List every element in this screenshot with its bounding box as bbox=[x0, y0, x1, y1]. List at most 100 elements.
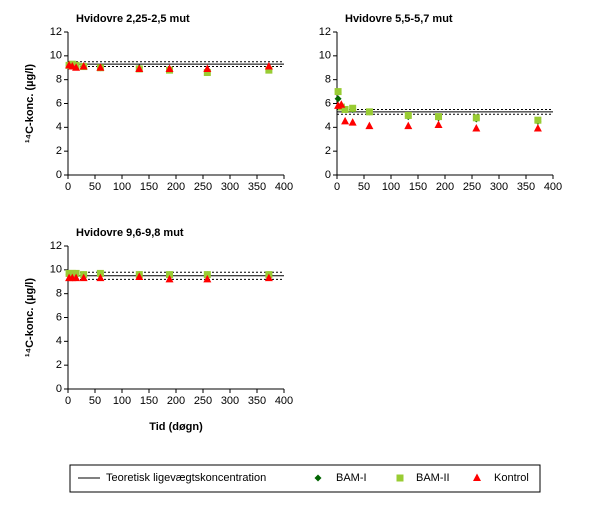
x-tick-label: 0 bbox=[65, 181, 71, 193]
marker-square bbox=[265, 66, 273, 74]
marker-triangle bbox=[72, 273, 81, 282]
marker-triangle bbox=[165, 64, 174, 72]
y-tick-label: 10 bbox=[50, 264, 62, 276]
legend-label: BAM-I bbox=[336, 472, 367, 484]
y-tick-label: 12 bbox=[50, 26, 62, 38]
x-tick-label: 50 bbox=[89, 395, 101, 407]
y-tick-label: 8 bbox=[325, 74, 331, 86]
y-axis-label: ¹⁴C-konc. (µg/l) bbox=[24, 278, 36, 357]
x-tick-label: 400 bbox=[275, 181, 293, 193]
marker-triangle bbox=[96, 273, 105, 282]
marker-diamond bbox=[314, 474, 322, 482]
marker-square bbox=[203, 271, 211, 279]
y-tick-label: 10 bbox=[50, 50, 62, 62]
y-tick-label: 12 bbox=[319, 26, 331, 38]
y-tick-label: 6 bbox=[325, 97, 331, 109]
marker-triangle bbox=[473, 473, 481, 481]
x-tick-label: 400 bbox=[544, 181, 562, 193]
marker-triangle bbox=[348, 118, 357, 126]
x-tick-label: 300 bbox=[490, 181, 508, 193]
y-tick-label: 0 bbox=[56, 169, 62, 181]
x-tick-label: 100 bbox=[113, 395, 131, 407]
y-tick-label: 0 bbox=[56, 383, 62, 395]
marker-triangle bbox=[135, 272, 144, 280]
marker-triangle bbox=[79, 273, 88, 282]
legend-label: Kontrol bbox=[494, 472, 529, 484]
x-tick-label: 200 bbox=[167, 395, 185, 407]
chart-title: Hvidovre 9,6-9,8 mut bbox=[76, 227, 184, 239]
x-tick-label: 50 bbox=[358, 181, 370, 193]
y-tick-label: 2 bbox=[56, 145, 62, 157]
marker-triangle bbox=[365, 121, 374, 130]
y-tick-label: 4 bbox=[325, 121, 331, 133]
y-tick-label: 6 bbox=[56, 97, 62, 109]
marker-square bbox=[166, 271, 174, 279]
x-tick-label: 400 bbox=[275, 395, 293, 407]
x-tick-label: 350 bbox=[517, 181, 535, 193]
marker-triangle bbox=[96, 63, 105, 71]
marker-square bbox=[96, 269, 104, 277]
marker-square bbox=[203, 69, 211, 77]
marker-triangle bbox=[337, 100, 346, 108]
marker-square bbox=[396, 474, 404, 482]
x-tick-label: 250 bbox=[194, 181, 212, 193]
y-tick-label: 12 bbox=[50, 240, 62, 252]
x-tick-label: 300 bbox=[221, 181, 239, 193]
marker-square bbox=[68, 269, 76, 277]
x-tick-label: 150 bbox=[140, 395, 158, 407]
x-tick-label: 200 bbox=[167, 181, 185, 193]
x-tick-label: 150 bbox=[409, 181, 427, 193]
marker-triangle bbox=[341, 116, 350, 125]
marker-triangle bbox=[203, 64, 212, 72]
marker-triangle bbox=[264, 273, 273, 282]
x-tick-label: 0 bbox=[334, 181, 340, 193]
x-tick-label: 100 bbox=[113, 181, 131, 193]
marker-square bbox=[349, 104, 357, 112]
chart-title: Hvidovre 5,5-5,7 mut bbox=[345, 13, 453, 25]
x-tick-label: 250 bbox=[194, 395, 212, 407]
marker-triangle bbox=[472, 124, 481, 132]
marker-square bbox=[404, 111, 412, 119]
x-tick-label: 150 bbox=[140, 181, 158, 193]
marker-triangle bbox=[533, 124, 542, 132]
marker-triangle bbox=[165, 274, 174, 283]
marker-square bbox=[334, 88, 342, 96]
x-tick-label: 0 bbox=[65, 395, 71, 407]
marker-square bbox=[365, 108, 373, 116]
y-tick-label: 2 bbox=[325, 145, 331, 157]
marker-triangle bbox=[72, 63, 81, 71]
x-tick-label: 350 bbox=[248, 181, 266, 193]
legend-label: BAM-II bbox=[416, 472, 450, 484]
marker-triangle bbox=[203, 274, 212, 283]
chart-title: Hvidovre 2,25-2,5 mut bbox=[76, 13, 190, 25]
x-tick-label: 300 bbox=[221, 395, 239, 407]
legend-box bbox=[69, 464, 541, 493]
marker-triangle bbox=[434, 120, 443, 128]
marker-square bbox=[341, 105, 349, 113]
x-tick-label: 50 bbox=[89, 181, 101, 193]
y-tick-label: 10 bbox=[319, 50, 331, 62]
x-tick-label: 200 bbox=[436, 181, 454, 193]
legend-label: Teoretisk ligevægtskoncentration bbox=[106, 472, 266, 484]
y-tick-label: 8 bbox=[56, 288, 62, 300]
y-axis-label: ¹⁴C-konc. (µg/l) bbox=[24, 64, 36, 143]
y-tick-label: 2 bbox=[56, 359, 62, 371]
x-tick-label: 100 bbox=[382, 181, 400, 193]
x-axis-label: Tid (døgn) bbox=[149, 421, 203, 433]
y-tick-label: 4 bbox=[56, 121, 62, 133]
y-tick-label: 4 bbox=[56, 335, 62, 347]
y-tick-label: 0 bbox=[325, 169, 331, 181]
marker-triangle bbox=[404, 121, 413, 130]
marker-square bbox=[472, 114, 480, 122]
y-tick-label: 8 bbox=[56, 74, 62, 86]
x-tick-label: 350 bbox=[248, 395, 266, 407]
marker-square bbox=[534, 116, 542, 124]
marker-triangle bbox=[79, 62, 88, 70]
marker-square bbox=[435, 113, 443, 121]
marker-square bbox=[72, 269, 80, 277]
x-tick-label: 250 bbox=[463, 181, 481, 193]
marker-triangle bbox=[135, 64, 144, 72]
marker-triangle bbox=[264, 62, 273, 70]
y-tick-label: 6 bbox=[56, 311, 62, 323]
